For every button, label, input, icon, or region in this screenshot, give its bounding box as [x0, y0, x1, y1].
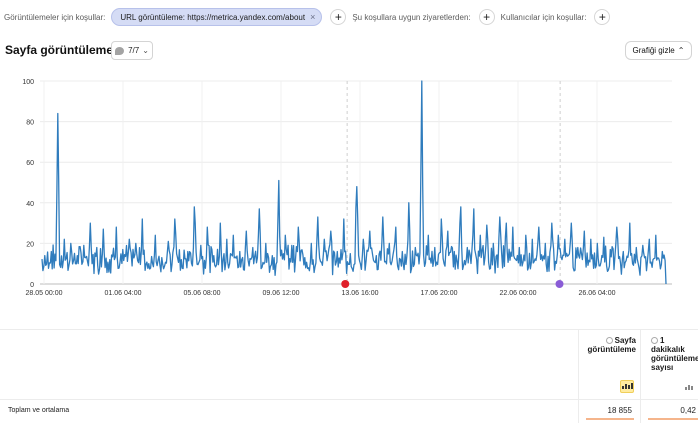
x-tick-label: 22.06 00:00 [500, 290, 537, 297]
totals-row-label: Toplam ve ortalama [8, 407, 70, 414]
totals-pageviews-value: 18 855 [607, 406, 632, 415]
plus-icon: + [598, 10, 606, 24]
x-tick-label: 09.06 12:00 [263, 290, 300, 297]
y-tick-label: 40 [26, 201, 34, 208]
chart-metric-toggle[interactable] [682, 380, 696, 393]
segments-dropdown[interactable]: 7/7 ⌄ [111, 41, 153, 60]
table-top-divider [0, 329, 698, 330]
value-bar [648, 418, 698, 420]
column-divider [640, 329, 641, 423]
bar-chart-icon-bar [688, 385, 690, 390]
chart-metric-toggle-active[interactable] [620, 380, 634, 393]
url-filter-chip[interactable]: URL görüntüleme: https://metrica.yandex.… [111, 8, 323, 26]
info-icon [651, 337, 658, 344]
comment-icon [115, 46, 125, 55]
x-tick-label: 28.05 00:00 [26, 290, 63, 297]
bar-chart-icon-bar [691, 386, 693, 390]
y-tick-label: 80 [26, 120, 34, 127]
users-conditions-label: Kullanıcılar için koşullar: [500, 12, 587, 22]
page-title: Sayfa görüntüleme [5, 43, 114, 57]
x-tick-label: 01.06 04:00 [105, 290, 142, 297]
url-filter-chip-text: URL görüntüleme: https://metrica.yandex.… [120, 12, 306, 22]
column-divider [578, 329, 579, 423]
info-icon [605, 337, 613, 344]
bar-chart-icon [685, 387, 687, 390]
y-tick-label: 100 [22, 79, 34, 86]
x-tick-label: 26.06 04:00 [579, 290, 616, 297]
bar-chart-icon-bar [627, 385, 630, 389]
x-tick-label: 05.06 08:00 [184, 290, 221, 297]
views-conditions-label: Görüntülemeler için koşullar: [4, 12, 106, 22]
annotation-marker [341, 280, 350, 288]
bar-chart-icon [621, 386, 624, 389]
bar-chart-icon-bar [630, 383, 633, 389]
chevron-up-icon: ⌃ [677, 46, 685, 55]
table-header-divider [0, 399, 698, 400]
bar-chart-icon-bar [624, 384, 627, 389]
column-header-one-minute-views-label: 1 dakikalık görüntüleme sayısı [651, 336, 698, 372]
hide-chart-label: Grafiği gizle [632, 46, 675, 55]
pageviews-chart[interactable]: 0 20 40 60 80 100 28.05 00:00 01.06 04:00 05.06 … [0, 70, 698, 302]
add-view-condition-button[interactable]: + [330, 9, 347, 25]
x-tick-label: 13.06 16:00 [342, 290, 379, 297]
column-header-pageviews[interactable]: Sayfa görüntüleme [580, 336, 636, 354]
plus-icon: + [483, 10, 491, 24]
hide-chart-button[interactable]: Grafiği gizle ⌃ [625, 41, 692, 60]
add-visit-condition-button[interactable]: + [478, 9, 495, 25]
y-tick-label: 60 [26, 160, 34, 167]
filter-bar: Görüntülemeler için koşullar: URL görünt… [0, 6, 698, 28]
annotation-marker [555, 280, 564, 288]
column-header-pageviews-label: Sayfa görüntüleme [587, 336, 636, 354]
value-bar [586, 418, 634, 420]
y-tick-label: 0 [30, 282, 34, 289]
close-icon[interactable]: × [310, 12, 316, 22]
chevron-down-icon: ⌄ [142, 46, 149, 55]
column-header-one-minute-views[interactable]: 1 dakikalık görüntüleme sayısı [651, 336, 698, 372]
y-tick-label: 20 [26, 241, 34, 248]
totals-one-minute-value: 0,42 [680, 406, 696, 415]
segments-count: 7/7 [128, 46, 140, 55]
series-line [41, 80, 667, 285]
plus-icon: + [334, 10, 342, 24]
x-tick-label: 17.06 20:00 [421, 290, 458, 297]
visits-conditions-label: Şu koşullara uygun ziyaretlerden: [352, 12, 471, 22]
add-user-condition-button[interactable]: + [594, 9, 611, 25]
